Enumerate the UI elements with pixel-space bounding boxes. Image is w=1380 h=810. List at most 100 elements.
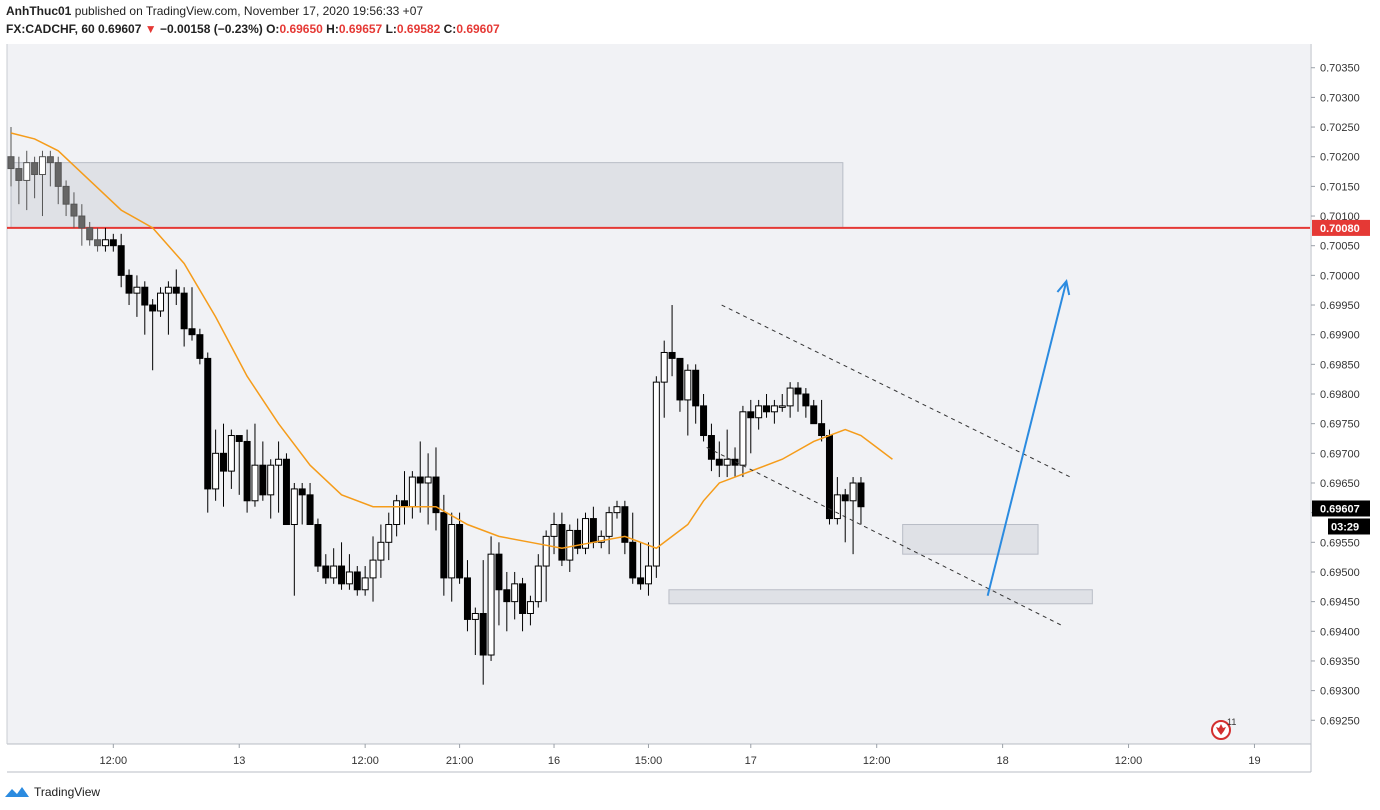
- forecast-arrow: [986, 281, 1068, 596]
- candle-body: [503, 589, 511, 603]
- price-axis[interactable]: 0.703500.703000.702500.702000.701500.701…: [1310, 44, 1360, 772]
- candle: [369, 536, 377, 602]
- candle-body: [251, 464, 259, 502]
- candle-body: [306, 494, 314, 526]
- candle: [519, 577, 527, 632]
- candle: [133, 275, 141, 317]
- candle: [794, 382, 802, 412]
- candle: [731, 447, 739, 478]
- candle: [448, 512, 456, 602]
- forecast-arrow-head: [1056, 279, 1071, 296]
- candle: [164, 281, 172, 335]
- candle-body: [243, 440, 251, 502]
- x-tick-label: 12:00: [863, 755, 891, 767]
- candle-body: [188, 328, 196, 336]
- candle-body: [353, 571, 361, 591]
- flag-badge[interactable]: 11: [1211, 717, 1236, 740]
- y-tick-label: 0.69500: [1320, 567, 1360, 579]
- candle-body: [747, 411, 755, 419]
- ohlc-line: FX:CADCHF, 60 0.69607 ▼ −0.00158 (−0.23%…: [6, 22, 500, 36]
- candle-body: [377, 541, 385, 561]
- candle-body: [235, 435, 243, 442]
- candle: [558, 512, 566, 567]
- candle-body: [149, 304, 157, 312]
- author-name[interactable]: AnhThuc01: [6, 4, 72, 18]
- candle-body: [597, 535, 605, 543]
- candle: [38, 150, 46, 217]
- candle-body: [408, 476, 416, 508]
- candle: [582, 512, 590, 555]
- candle-body: [393, 500, 401, 526]
- y-tick-label: 0.70200: [1320, 152, 1360, 164]
- candle-body: [204, 357, 212, 490]
- x-tick-label: 12:00: [1115, 755, 1143, 767]
- candle-body: [46, 156, 54, 164]
- candle: [180, 287, 188, 347]
- candle-body: [558, 524, 566, 561]
- candle-body: [141, 286, 149, 306]
- candle: [322, 554, 330, 584]
- candle-body: [338, 565, 346, 585]
- tradingview-logo-icon[interactable]: [4, 785, 30, 799]
- y-tick-label: 0.69650: [1320, 478, 1360, 490]
- candle-body: [424, 476, 432, 484]
- candle: [330, 548, 338, 584]
- candle: [613, 500, 621, 519]
- candle: [275, 441, 283, 513]
- footer-brand[interactable]: TradingView: [34, 785, 101, 799]
- candle: [479, 560, 487, 685]
- candle: [707, 423, 715, 472]
- candle-body: [841, 494, 849, 502]
- candle: [511, 571, 519, 620]
- candle-body: [613, 506, 621, 514]
- y-tick-label: 0.70250: [1320, 122, 1360, 134]
- candle-body: [117, 245, 125, 276]
- candle-body: [78, 215, 86, 229]
- candle-body: [589, 518, 597, 543]
- symbol-label[interactable]: FX:CADCHF, 60: [6, 22, 95, 36]
- x-tick-label: 17: [745, 755, 757, 767]
- candle: [849, 477, 857, 555]
- change-down-icon: ▼: [144, 22, 157, 36]
- candle-body: [700, 405, 708, 437]
- last-price-label: 0.69607: [1320, 503, 1360, 515]
- candle: [644, 542, 652, 596]
- candle-body: [259, 464, 267, 496]
- candle: [149, 299, 157, 371]
- candle: [747, 399, 755, 454]
- candle: [141, 281, 149, 335]
- candle: [94, 227, 102, 252]
- candle-body: [786, 387, 794, 407]
- candle: [125, 269, 133, 306]
- candle: [778, 394, 786, 412]
- candle-body: [566, 529, 574, 561]
- candle-body: [15, 168, 23, 181]
- resistance-price-badge: [1312, 219, 1370, 236]
- candle-body: [621, 506, 629, 543]
- candle-body: [456, 524, 464, 579]
- candle-body: [361, 577, 369, 591]
- candle-body: [479, 612, 487, 656]
- candle-body: [707, 435, 715, 460]
- y-tick-label: 0.69900: [1320, 330, 1360, 342]
- candle-body: [534, 565, 542, 603]
- candle-body: [739, 411, 747, 466]
- candle: [456, 512, 464, 584]
- candle: [668, 305, 676, 377]
- candle: [700, 394, 708, 442]
- candle: [117, 233, 125, 288]
- x-tick-label: 19: [1248, 755, 1260, 767]
- candle: [416, 441, 424, 513]
- candle: [692, 364, 700, 424]
- close-value: 0.69607: [456, 22, 500, 36]
- y-tick-label: 0.69300: [1320, 686, 1360, 698]
- candle: [290, 482, 298, 596]
- x-tick-label: 12:00: [351, 755, 379, 767]
- candle: [15, 156, 23, 205]
- time-axis[interactable]: 12:00 13 12:00 21:00 16 15:00 17 12:00 18 12:00 19: [6, 44, 1311, 773]
- candle: [424, 453, 432, 525]
- candle: [212, 429, 220, 501]
- candle-body: [857, 482, 865, 508]
- candle-body: [574, 529, 582, 549]
